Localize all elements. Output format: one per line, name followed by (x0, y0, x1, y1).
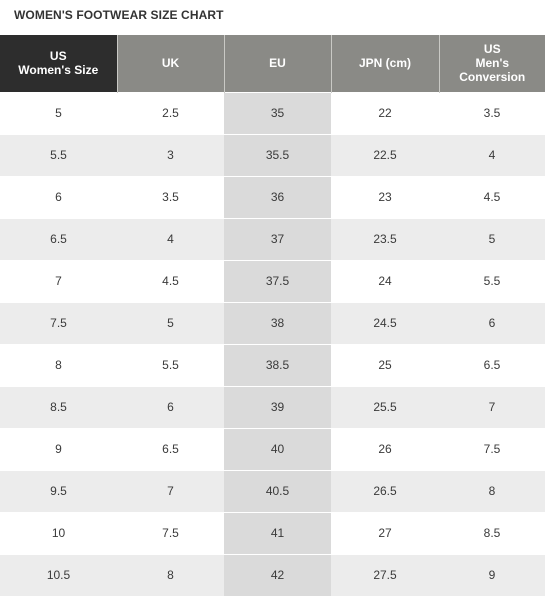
uk-cell: 3.5 (117, 176, 224, 219)
us-mens-cell: 4.5 (439, 176, 545, 219)
uk-cell: 7 (117, 470, 224, 513)
table-row: 6 3.5 36 23 4.5 (0, 176, 545, 219)
uk-cell: 6.5 (117, 428, 224, 471)
uk-cell: 8 (117, 554, 224, 597)
header-line: Men's (475, 56, 510, 71)
uk-cell: 4 (117, 218, 224, 261)
us-womens-cell: 10 (0, 512, 117, 555)
uk-cell: 6 (117, 386, 224, 429)
jpn-cell: 22.5 (331, 134, 439, 177)
us-mens-cell: 7 (439, 386, 545, 429)
jpn-cell: 26.5 (331, 470, 439, 513)
jpn-cell: 25 (331, 344, 439, 387)
uk-cell: 3 (117, 134, 224, 177)
eu-cell: 40 (224, 428, 331, 471)
header-line: JPN (cm) (358, 56, 411, 71)
table-row: 10 7.5 41 27 8.5 (0, 512, 545, 555)
table-row: 9.5 7 40.5 26.5 8 (0, 470, 545, 513)
uk-cell: 5.5 (117, 344, 224, 387)
us-womens-cell: 9.5 (0, 470, 117, 513)
table-row: 5.5 3 35.5 22.5 4 (0, 134, 545, 177)
eu-cell: 37 (224, 218, 331, 261)
us-womens-cell: 5.5 (0, 134, 117, 177)
header-line: US (483, 42, 501, 57)
jpn-cell: 23.5 (331, 218, 439, 261)
page-title: WOMEN'S FOOTWEAR SIZE CHART (14, 8, 224, 22)
uk-cell: 5 (117, 302, 224, 345)
eu-cell: 36 (224, 176, 331, 219)
us-womens-cell: 8.5 (0, 386, 117, 429)
us-womens-cell: 6 (0, 176, 117, 219)
table-row: 7 4.5 37.5 24 5.5 (0, 260, 545, 303)
header-line: Women's Size (18, 63, 99, 78)
column-header-us-womens-size: US Women's Size (0, 35, 118, 92)
eu-cell: 41 (224, 512, 331, 555)
jpn-cell: 24.5 (331, 302, 439, 345)
table-row: 8.5 6 39 25.5 7 (0, 386, 545, 429)
eu-cell: 42 (224, 554, 331, 597)
size-chart-body: 5 2.5 35 22 3.5 5.5 3 35.5 22.5 4 6 3.5 36 23 4.5 6.5 4 3… (0, 92, 545, 597)
table-row: 10.5 8 42 27.5 9 (0, 554, 545, 597)
eu-cell: 39 (224, 386, 331, 429)
eu-cell: 37.5 (224, 260, 331, 303)
eu-cell: 35 (224, 92, 331, 135)
us-womens-cell: 9 (0, 428, 117, 471)
jpn-cell: 27 (331, 512, 439, 555)
column-header-uk: UK (117, 35, 225, 92)
size-chart-table: US Women's Size UK EU JPN (cm) US Men's … (0, 35, 545, 597)
us-mens-cell: 6.5 (439, 344, 545, 387)
eu-cell: 35.5 (224, 134, 331, 177)
eu-cell: 38 (224, 302, 331, 345)
us-mens-cell: 5 (439, 218, 545, 261)
column-header-jpn: JPN (cm) (331, 35, 440, 92)
jpn-cell: 24 (331, 260, 439, 303)
eu-cell: 40.5 (224, 470, 331, 513)
us-mens-cell: 8 (439, 470, 545, 513)
us-mens-cell: 8.5 (439, 512, 545, 555)
table-row: 7.5 5 38 24.5 6 (0, 302, 545, 345)
us-womens-cell: 7 (0, 260, 117, 303)
us-womens-cell: 5 (0, 92, 117, 135)
us-mens-cell: 4 (439, 134, 545, 177)
header-line: US (49, 49, 67, 64)
header-line: Conversion (459, 70, 526, 85)
header-line: UK (161, 56, 180, 71)
us-mens-cell: 3.5 (439, 92, 545, 135)
uk-cell: 4.5 (117, 260, 224, 303)
jpn-cell: 23 (331, 176, 439, 219)
us-womens-cell: 6.5 (0, 218, 117, 261)
us-womens-cell: 8 (0, 344, 117, 387)
uk-cell: 2.5 (117, 92, 224, 135)
column-header-eu: EU (224, 35, 332, 92)
table-row: 5 2.5 35 22 3.5 (0, 92, 545, 135)
jpn-cell: 27.5 (331, 554, 439, 597)
header-row: US Women's Size UK EU JPN (cm) US Men's … (0, 35, 545, 92)
us-mens-cell: 9 (439, 554, 545, 597)
jpn-cell: 22 (331, 92, 439, 135)
table-row: 6.5 4 37 23.5 5 (0, 218, 545, 261)
jpn-cell: 26 (331, 428, 439, 471)
us-mens-cell: 5.5 (439, 260, 545, 303)
table-row: 9 6.5 40 26 7.5 (0, 428, 545, 471)
uk-cell: 7.5 (117, 512, 224, 555)
us-mens-cell: 7.5 (439, 428, 545, 471)
us-womens-cell: 7.5 (0, 302, 117, 345)
column-header-us-mens-conversion: US Men's Conversion (439, 35, 545, 92)
header-line: EU (269, 56, 286, 71)
table-row: 8 5.5 38.5 25 6.5 (0, 344, 545, 387)
us-mens-cell: 6 (439, 302, 545, 345)
eu-cell: 38.5 (224, 344, 331, 387)
jpn-cell: 25.5 (331, 386, 439, 429)
us-womens-cell: 10.5 (0, 554, 117, 597)
